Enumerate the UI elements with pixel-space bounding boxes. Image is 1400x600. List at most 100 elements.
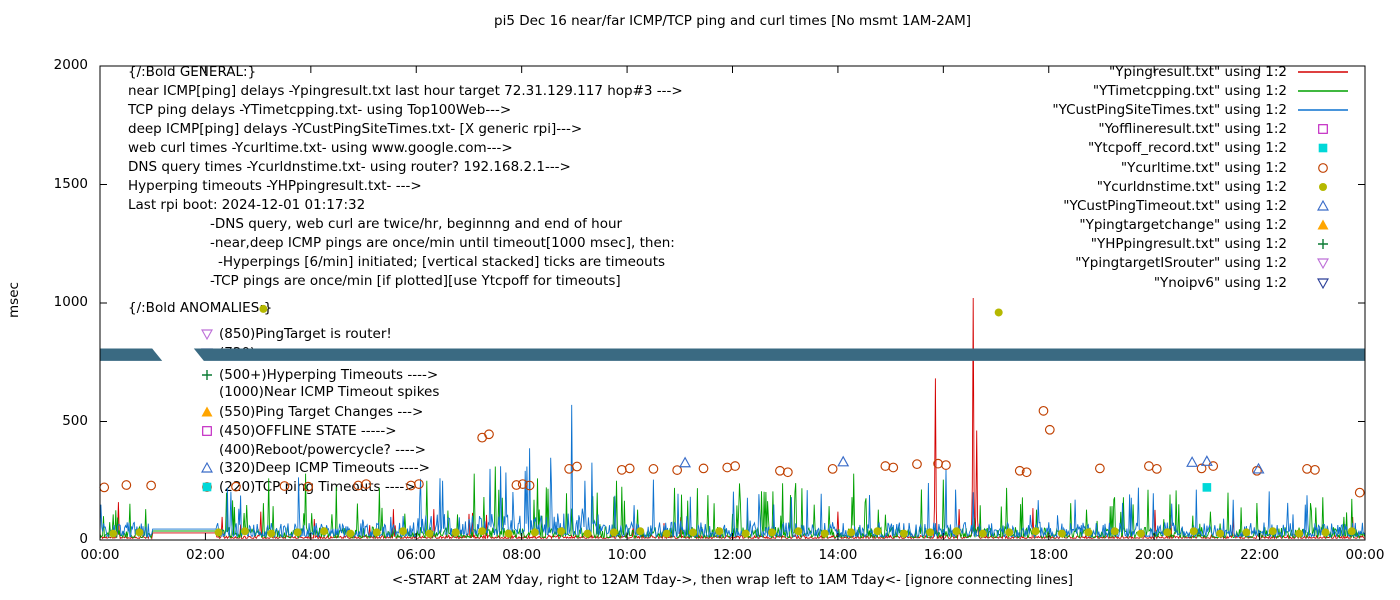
chart-title: pi5 Dec 16 near/far ICMP/TCP ping and cu… bbox=[494, 13, 971, 29]
legend-row: "Ycurltime.txt" using 1:2 bbox=[1052, 158, 1351, 177]
x-tick-label: 02:00 bbox=[185, 547, 225, 563]
annotation-text: (500+)Hyperping Timeouts ----> bbox=[219, 367, 439, 383]
annotation-text: -TCP pings are once/min [if plotted][use… bbox=[210, 273, 621, 289]
legend-row: "Ynoipv6" using 1:2 bbox=[1052, 273, 1351, 292]
circle-open-icon bbox=[1295, 161, 1351, 175]
x-tick-label: 20:00 bbox=[1134, 547, 1174, 563]
x-tick-label: 08:00 bbox=[502, 547, 542, 563]
y-tick-label: 0 bbox=[79, 531, 88, 547]
x-tick-label: 00:00 bbox=[1345, 547, 1385, 563]
legend-row: "YpingtargetISrouter" using 1:2 bbox=[1052, 254, 1351, 273]
legend-row: "Yofflineresult.txt" using 1:2 bbox=[1052, 120, 1351, 139]
annotation-text: web curl times -Ycurltime.txt- using www… bbox=[128, 140, 513, 156]
x-tick-label: 22:00 bbox=[1240, 547, 1280, 563]
triangle-up-filled-icon bbox=[200, 405, 214, 419]
legend-label: "Ycurldnstime.txt" using 1:2 bbox=[1096, 178, 1287, 195]
plus-icon bbox=[1295, 237, 1351, 251]
x-tick-label: 00:00 bbox=[80, 547, 120, 563]
annotation-text: -DNS query, web curl are twice/hr, begin… bbox=[210, 216, 623, 232]
anomalies-header: {/:Bold ANOMALIES:} bbox=[128, 300, 272, 316]
x-tick-label: 16:00 bbox=[923, 547, 963, 563]
legend: "Ypingresult.txt" using 1:2 "YTimetcpping… bbox=[1052, 62, 1351, 292]
annotation-text: deep ICMP[ping] delays -YCustPingSiteTim… bbox=[128, 121, 583, 137]
anomaly-note: (850)PingTarget is router! bbox=[200, 326, 392, 342]
anomaly-note: (450)OFFLINE STATE -----> bbox=[200, 423, 397, 439]
triangle-up-filled-icon bbox=[1295, 218, 1351, 232]
y-tick-label: 1500 bbox=[53, 175, 88, 192]
triangle-down-open-icon bbox=[200, 346, 214, 360]
triangle-down-open-icon bbox=[1295, 276, 1351, 290]
annotation-text: (1000)Near ICMP Timeout spikes bbox=[219, 384, 440, 400]
x-tick-label: 06:00 bbox=[396, 547, 436, 563]
anomaly-note: (720) bbox=[200, 345, 255, 361]
general-note: -Hyperpings [6/min] initiated; [vertical… bbox=[218, 254, 665, 270]
legend-label: "Yofflineresult.txt" using 1:2 bbox=[1098, 121, 1287, 138]
triangle-up-open-icon bbox=[1295, 199, 1351, 213]
legend-row: "Ypingtargetchange" using 1:2 bbox=[1052, 216, 1351, 235]
legend-label: "Ypingtargetchange" using 1:2 bbox=[1079, 217, 1287, 234]
legend-label: "YTimetcpping.txt" using 1:2 bbox=[1092, 82, 1287, 99]
anomaly-note: (500+)Hyperping Timeouts ----> bbox=[200, 367, 438, 383]
general-note: Hyperping timeouts -YHPpingresult.txt- -… bbox=[128, 178, 422, 194]
triangle-down-open-icon bbox=[1295, 256, 1351, 270]
x-axis-label: <-START at 2AM Yday, right to 12AM Tday-… bbox=[391, 572, 1074, 588]
legend-row: "Ytcpoff_record.txt" using 1:2 bbox=[1052, 139, 1351, 158]
y-tick-label: 2000 bbox=[53, 57, 88, 73]
annotation-text: Hyperping timeouts -YHPpingresult.txt- -… bbox=[128, 178, 422, 194]
annotation-text: -near,deep ICMP pings are once/min until… bbox=[210, 235, 675, 251]
x-tick-label: 04:00 bbox=[291, 547, 331, 563]
annotation-text: (550)Ping Target Changes ---> bbox=[219, 404, 424, 420]
legend-row: "YCustPingTimeout.txt" using 1:2 bbox=[1052, 196, 1351, 215]
legend-label: "YpingtargetISrouter" using 1:2 bbox=[1075, 255, 1287, 272]
general-note: deep ICMP[ping] delays -YCustPingSiteTim… bbox=[128, 121, 582, 137]
square-open-icon bbox=[1295, 122, 1351, 136]
y-tick-label: 500 bbox=[62, 412, 88, 429]
legend-row: "YHPpingresult.txt" using 1:2 bbox=[1052, 235, 1351, 254]
y-tick-label: 1000 bbox=[53, 294, 88, 310]
annotation-text: (320)Deep ICMP Timeouts ----> bbox=[219, 460, 430, 476]
legend-row: "YCustPingSiteTimes.txt" using 1:2 bbox=[1052, 100, 1351, 119]
annotation-text: (850)PingTarget is router! bbox=[219, 326, 392, 342]
square-open-icon bbox=[200, 424, 214, 438]
general-note: -DNS query, web curl are twice/hr, begin… bbox=[210, 216, 622, 232]
legend-label: "YCustPingSiteTimes.txt" using 1:2 bbox=[1052, 101, 1287, 118]
anomaly-note: (220)TCP ping Timeouts ----> bbox=[200, 479, 416, 495]
general-note: -TCP pings are once/min [if plotted][use… bbox=[210, 273, 621, 289]
series-YTimetcpping.txt bbox=[99, 466, 1366, 540]
general-note: TCP ping delays -YTimetcpping.txt- using… bbox=[128, 102, 511, 118]
legend-label: "YHPpingresult.txt" using 1:2 bbox=[1090, 236, 1287, 253]
legend-row: "Ycurldnstime.txt" using 1:2 bbox=[1052, 177, 1351, 196]
annotation-text: (400)Reboot/powercycle? ----> bbox=[219, 442, 426, 458]
anomaly-note: (1000)Near ICMP Timeout spikes bbox=[200, 384, 439, 400]
square-filled-icon bbox=[200, 480, 214, 494]
line-sample-icon bbox=[1295, 65, 1351, 79]
x-tick-label: 18:00 bbox=[1029, 547, 1069, 563]
anomaly-note: (320)Deep ICMP Timeouts ----> bbox=[200, 460, 430, 476]
general-note: near ICMP[ping] delays -Ypingresult.txt … bbox=[128, 83, 683, 99]
points-YCustPingTimeout.txt bbox=[679, 455, 1265, 474]
marker-spacer bbox=[200, 443, 214, 457]
noipv6-band bbox=[100, 348, 1366, 361]
legend-row: "Ypingresult.txt" using 1:2 bbox=[1052, 62, 1351, 81]
triangle-up-open-icon bbox=[200, 461, 214, 475]
general-note: -near,deep ICMP pings are once/min until… bbox=[210, 235, 675, 251]
general-note: {/:Bold GENERAL:} bbox=[128, 64, 256, 80]
annotation-text: Last rpi boot: 2024-12-01 01:17:32 bbox=[128, 197, 366, 213]
legend-label: "Ynoipv6" using 1:2 bbox=[1153, 274, 1287, 291]
anomaly-note: (400)Reboot/powercycle? ----> bbox=[200, 442, 426, 458]
legend-label: "Ypingresult.txt" using 1:2 bbox=[1109, 63, 1287, 80]
general-note: web curl times -Ycurltime.txt- using www… bbox=[128, 140, 513, 156]
line-sample-icon bbox=[1295, 103, 1351, 117]
x-tick-label: 10:00 bbox=[607, 547, 647, 563]
plus-icon bbox=[200, 368, 214, 382]
legend-row: "YTimetcpping.txt" using 1:2 bbox=[1052, 81, 1351, 100]
line-sample-icon bbox=[1295, 84, 1351, 98]
legend-label: "Ytcpoff_record.txt" using 1:2 bbox=[1087, 140, 1287, 157]
annotation-text: (220)TCP ping Timeouts ----> bbox=[219, 479, 416, 495]
annotation-text: near ICMP[ping] delays -Ypingresult.txt … bbox=[128, 83, 683, 99]
legend-label: "YCustPingTimeout.txt" using 1:2 bbox=[1063, 197, 1287, 214]
annotation-text: (450)OFFLINE STATE -----> bbox=[219, 423, 397, 439]
annotation-text: (720) bbox=[219, 345, 256, 361]
y-axis-label: msec bbox=[6, 282, 22, 318]
